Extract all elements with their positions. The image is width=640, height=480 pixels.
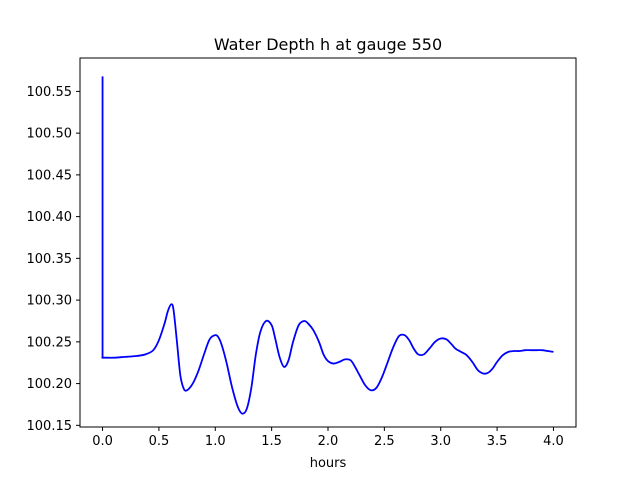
plot-area [80, 58, 576, 427]
x-tick-label: 4.0 [543, 434, 564, 449]
y-tick-label: 100.50 [27, 127, 73, 142]
y-tick-label: 100.40 [27, 210, 73, 225]
x-tick-label: 2.0 [318, 434, 339, 449]
chart-title: Water Depth h at gauge 550 [214, 35, 442, 54]
y-tick-label: 100.55 [27, 85, 73, 100]
y-axis-ticks: 100.15 100.20 100.25 100.30 100.35 100.40 100.… [27, 85, 80, 434]
y-tick-label: 100.20 [27, 377, 73, 392]
x-tick-label: 1.5 [261, 434, 282, 449]
series-line-0 [101, 76, 554, 415]
y-tick-label: 100.35 [27, 252, 73, 267]
y-tick-label: 100.15 [27, 419, 73, 434]
x-axis-label: hours [310, 456, 347, 471]
x-tick-label: 2.5 [374, 434, 395, 449]
x-tick-label: 3.5 [487, 434, 508, 449]
series-group [101, 76, 554, 415]
x-tick-label: 3.0 [430, 434, 451, 449]
x-tick-label: 1.0 [205, 434, 226, 449]
y-tick-label: 100.45 [27, 168, 73, 183]
x-axis-ticks: 0.0 0.5 1.0 1.5 2.0 2.5 3.0 3.5 4.0 [92, 427, 564, 449]
x-tick-label: 0.0 [92, 434, 113, 449]
x-tick-label: 0.5 [149, 434, 170, 449]
y-tick-label: 100.25 [27, 335, 73, 350]
y-tick-label: 100.30 [27, 294, 73, 309]
plot-frame [79, 57, 577, 428]
